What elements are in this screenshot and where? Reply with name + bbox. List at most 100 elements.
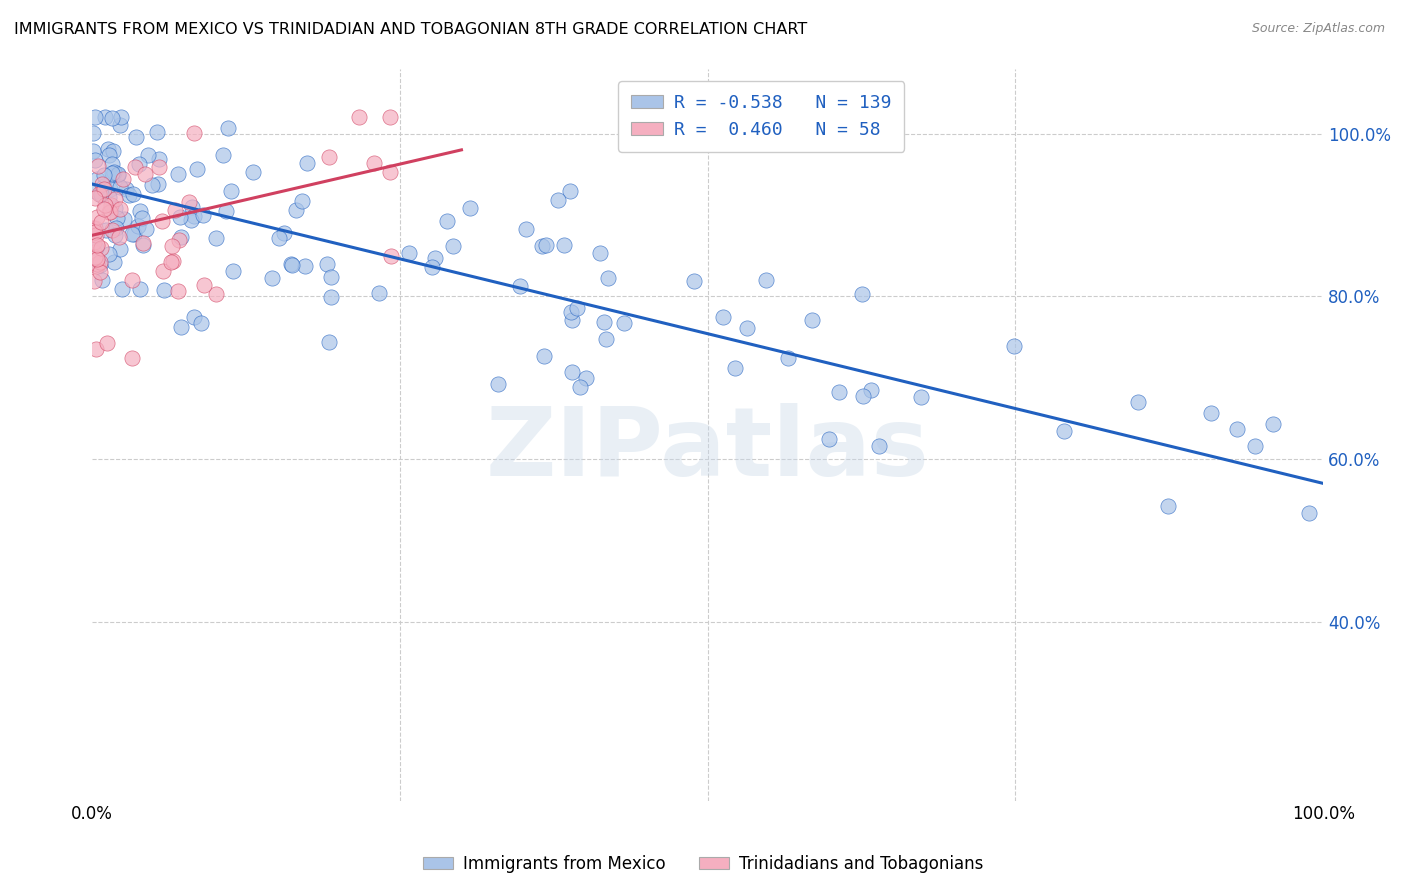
- Legend: Immigrants from Mexico, Trinidadians and Tobagonians: Immigrants from Mexico, Trinidadians and…: [416, 848, 990, 880]
- Point: [94, 198, 117, 212]
- Point: [93, 111, 115, 125]
- Point: [553, 238, 575, 252]
- Point: [378, 111, 401, 125]
- Point: [89, 254, 111, 268]
- Point: [575, 371, 598, 385]
- Point: [148, 152, 170, 166]
- Point: [183, 310, 205, 325]
- Point: [128, 157, 150, 171]
- Point: [515, 222, 537, 236]
- Point: [852, 389, 875, 403]
- Point: [93, 168, 115, 182]
- Point: [181, 200, 204, 214]
- Point: [89, 265, 111, 279]
- Point: [868, 439, 890, 453]
- Point: [294, 259, 316, 273]
- Point: [101, 111, 124, 125]
- Point: [108, 118, 131, 132]
- Point: [82, 144, 104, 158]
- Point: [534, 238, 557, 252]
- Point: [90, 215, 112, 229]
- Point: [91, 177, 114, 191]
- Point: [295, 155, 318, 169]
- Point: [93, 178, 115, 193]
- Point: [152, 284, 174, 298]
- Point: [486, 376, 509, 391]
- Point: [818, 433, 841, 447]
- Point: [190, 316, 212, 330]
- Point: [217, 121, 239, 136]
- Point: [125, 130, 148, 145]
- Point: [127, 219, 149, 234]
- Point: [98, 190, 121, 204]
- Point: [163, 203, 186, 218]
- Point: [86, 238, 108, 252]
- Point: [141, 178, 163, 192]
- Point: [291, 194, 314, 209]
- Point: [273, 227, 295, 241]
- Point: [509, 279, 531, 293]
- Point: [561, 313, 583, 327]
- Point: [589, 246, 612, 260]
- Point: [162, 254, 184, 268]
- Point: [103, 165, 125, 179]
- Point: [183, 209, 205, 223]
- Point: [83, 185, 105, 199]
- Point: [755, 273, 778, 287]
- Point: [152, 264, 174, 278]
- Point: [115, 182, 138, 196]
- Point: [569, 379, 592, 393]
- Point: [318, 150, 340, 164]
- Point: [86, 257, 108, 271]
- Point: [84, 111, 107, 125]
- Point: [441, 238, 464, 252]
- Point: [593, 315, 616, 329]
- Point: [87, 160, 110, 174]
- Point: [104, 192, 127, 206]
- Point: [318, 335, 340, 350]
- Point: [398, 246, 420, 260]
- Point: [121, 273, 143, 287]
- Point: [93, 182, 115, 196]
- Point: [319, 290, 342, 304]
- Point: [595, 332, 617, 346]
- Point: [105, 211, 128, 225]
- Point: [84, 251, 107, 265]
- Point: [110, 282, 132, 296]
- Point: [1126, 395, 1149, 409]
- Point: [148, 160, 170, 174]
- Point: [166, 284, 188, 298]
- Point: [101, 157, 124, 171]
- Point: [104, 228, 127, 243]
- Point: [93, 202, 115, 216]
- Point: [96, 335, 118, 350]
- Point: [90, 241, 112, 255]
- Point: [97, 142, 120, 156]
- Point: [1199, 406, 1222, 420]
- Point: [90, 273, 112, 287]
- Point: [167, 167, 190, 181]
- Point: [436, 213, 458, 227]
- Point: [222, 264, 245, 278]
- Point: [98, 182, 121, 196]
- Point: [205, 230, 228, 244]
- Point: [118, 187, 141, 202]
- Point: [124, 160, 146, 174]
- Point: [131, 211, 153, 226]
- Point: [347, 111, 370, 125]
- Point: [851, 287, 873, 301]
- Legend: R = -0.538   N = 139, R =  0.460   N = 58: R = -0.538 N = 139, R = 0.460 N = 58: [619, 81, 904, 152]
- Point: [380, 249, 402, 263]
- Point: [108, 202, 131, 216]
- Point: [86, 227, 108, 242]
- Point: [122, 186, 145, 201]
- Point: [82, 221, 104, 235]
- Point: [1002, 339, 1025, 353]
- Point: [98, 205, 121, 219]
- Point: [530, 238, 553, 252]
- Point: [910, 390, 932, 404]
- Point: [800, 313, 823, 327]
- Point: [122, 227, 145, 241]
- Point: [169, 210, 191, 224]
- Point: [108, 242, 131, 256]
